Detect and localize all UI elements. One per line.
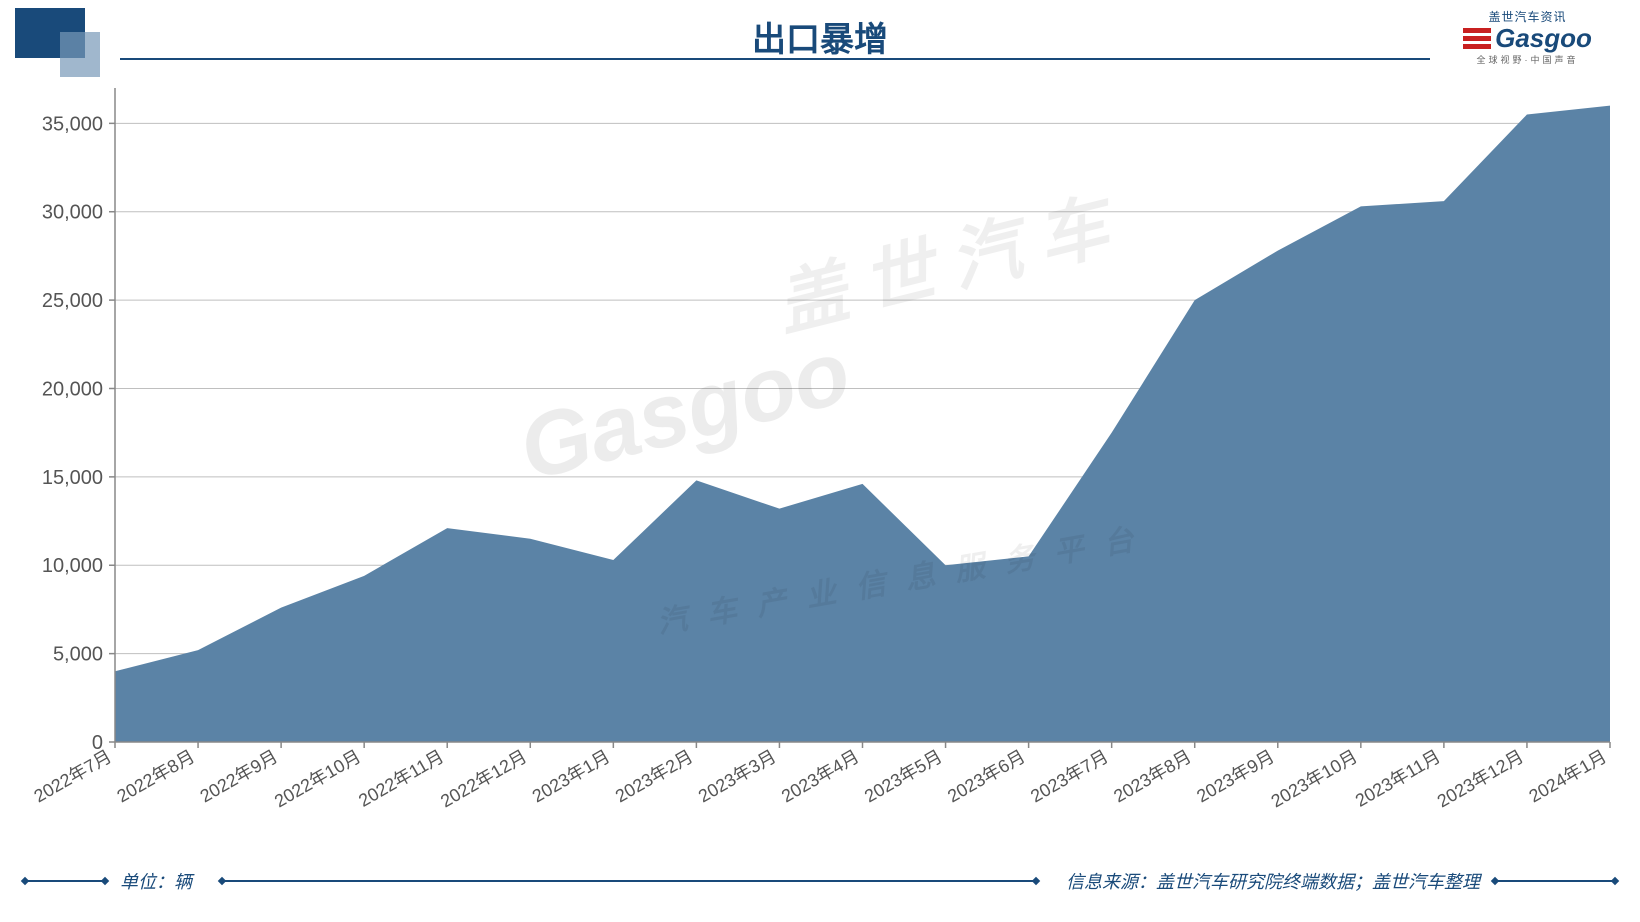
svg-text:2022年9月: 2022年9月 bbox=[197, 746, 282, 806]
svg-text:2023年2月: 2023年2月 bbox=[612, 746, 697, 806]
svg-text:2022年11月: 2022年11月 bbox=[355, 746, 447, 811]
logo-main-text: Gasgoo bbox=[1495, 25, 1592, 51]
svg-text:2023年10月: 2023年10月 bbox=[1268, 746, 1361, 811]
svg-text:2024年1月: 2024年1月 bbox=[1525, 746, 1610, 806]
logo-main: Gasgoo bbox=[1440, 25, 1615, 51]
area-chart: 05,00010,00015,00020,00025,00030,00035,0… bbox=[20, 78, 1620, 832]
logo-sub-text: 全球视野·中国声音 bbox=[1440, 53, 1615, 66]
svg-text:2023年1月: 2023年1月 bbox=[529, 746, 614, 806]
svg-text:2023年5月: 2023年5月 bbox=[861, 746, 946, 806]
svg-text:Gasgoo: Gasgoo bbox=[510, 322, 859, 500]
svg-text:15,000: 15,000 bbox=[42, 467, 103, 489]
svg-text:25,000: 25,000 bbox=[42, 290, 103, 312]
unit-label: 单位：辆 bbox=[120, 868, 192, 894]
svg-text:2022年7月: 2022年7月 bbox=[30, 746, 115, 806]
footer: 单位：辆 信息来源：盖世汽车研究院终端数据；盖世汽车整理 bbox=[25, 868, 1615, 894]
logo-bars-icon bbox=[1463, 28, 1491, 49]
footer-rule bbox=[1495, 880, 1615, 882]
svg-text:2023年9月: 2023年9月 bbox=[1193, 746, 1278, 806]
svg-text:2023年11月: 2023年11月 bbox=[1352, 746, 1444, 811]
svg-text:2023年8月: 2023年8月 bbox=[1110, 746, 1195, 806]
source-label: 信息来源：盖世汽车研究院终端数据；盖世汽车整理 bbox=[1066, 868, 1480, 894]
svg-text:2023年6月: 2023年6月 bbox=[944, 746, 1029, 806]
svg-text:5,000: 5,000 bbox=[53, 644, 103, 666]
svg-text:盖 世 汽 车: 盖 世 汽 车 bbox=[769, 185, 1125, 345]
svg-text:2022年10月: 2022年10月 bbox=[271, 746, 364, 811]
svg-text:2023年7月: 2023年7月 bbox=[1027, 746, 1112, 806]
svg-text:35,000: 35,000 bbox=[42, 113, 103, 135]
chart-svg: 05,00010,00015,00020,00025,00030,00035,0… bbox=[20, 78, 1620, 832]
svg-text:2022年12月: 2022年12月 bbox=[437, 746, 530, 811]
svg-text:30,000: 30,000 bbox=[42, 202, 103, 224]
footer-rule bbox=[222, 880, 1036, 882]
svg-text:20,000: 20,000 bbox=[42, 378, 103, 400]
footer-rule bbox=[25, 880, 105, 882]
title-underline bbox=[120, 58, 1430, 60]
svg-text:2023年4月: 2023年4月 bbox=[778, 746, 863, 806]
brand-logo: 盖世汽车资讯 Gasgoo 全球视野·中国声音 bbox=[1440, 8, 1615, 66]
page-title: 出口暴增 bbox=[0, 12, 1640, 61]
svg-text:2022年8月: 2022年8月 bbox=[114, 746, 199, 806]
svg-text:10,000: 10,000 bbox=[42, 555, 103, 577]
svg-text:2023年12月: 2023年12月 bbox=[1434, 746, 1527, 811]
svg-text:2023年3月: 2023年3月 bbox=[695, 746, 780, 806]
